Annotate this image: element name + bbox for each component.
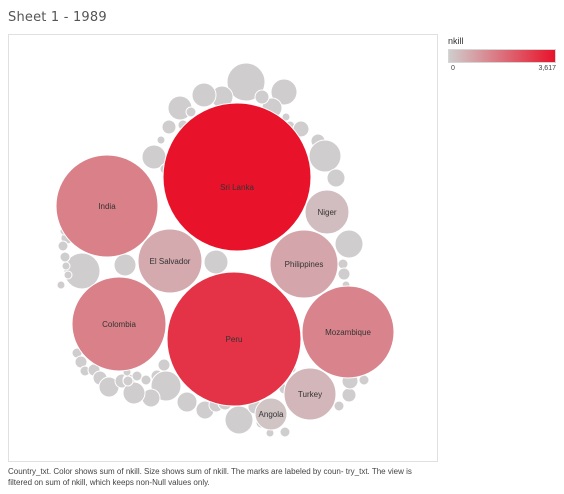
bubble-unlabeled[interactable]	[226, 62, 266, 102]
bubble-label-angola: Angola	[259, 410, 284, 419]
bubble-unlabeled[interactable]	[157, 358, 171, 372]
bubble-mozambique[interactable]	[301, 285, 395, 379]
bubble-unlabeled[interactable]	[57, 240, 69, 252]
bubble-unlabeled[interactable]	[113, 253, 137, 277]
bubble-label-el-salvador: El Salvador	[150, 257, 191, 266]
bubble-peru[interactable]	[166, 271, 302, 407]
color-legend: nkill 0 3,617	[448, 36, 558, 75]
bubble-el-salvador[interactable]	[137, 228, 203, 294]
bubble-unlabeled[interactable]	[326, 168, 346, 188]
bubble-label-mozambique: Mozambique	[325, 328, 371, 337]
bubble-unlabeled[interactable]	[191, 82, 217, 108]
bubble-unlabeled[interactable]	[279, 426, 291, 438]
bubble-unlabeled[interactable]	[341, 387, 357, 403]
chart-caption: Country_txt. Color shows sum of nkill. S…	[8, 467, 412, 487]
bubble-unlabeled[interactable]	[63, 252, 101, 290]
chart-area: Sri Lanka Peru Colombia India Mozambique El S…	[8, 34, 438, 462]
bubble-unlabeled[interactable]	[176, 391, 198, 413]
legend-max-label: 3,617	[538, 65, 556, 72]
sheet-title: Sheet 1 - 1989	[8, 10, 107, 25]
bubble-unlabeled[interactable]	[333, 400, 345, 412]
legend-min-label: 0	[451, 65, 455, 72]
bubble-unlabeled[interactable]	[334, 229, 364, 259]
bubble-label-turkey: Turkey	[298, 390, 322, 399]
bubble-label-peru: Peru	[226, 335, 243, 344]
bubble-label-philippines: Philippines	[285, 260, 324, 269]
bubble-colombia[interactable]	[71, 276, 167, 372]
bubble-unlabeled[interactable]	[122, 381, 146, 405]
bubble-turkey[interactable]	[283, 367, 337, 421]
bubble-philippines[interactable]	[269, 229, 339, 299]
bubble-unlabeled[interactable]	[63, 270, 73, 280]
bubble-india[interactable]	[55, 154, 159, 258]
bubble-unlabeled[interactable]	[59, 251, 71, 263]
bubble-angola[interactable]	[254, 397, 288, 431]
bubble-unlabeled[interactable]	[185, 106, 197, 118]
bubble-label-niger: Niger	[317, 208, 336, 217]
bubble-unlabeled[interactable]	[140, 374, 152, 386]
bubble-unlabeled[interactable]	[61, 261, 71, 271]
legend-gradient-bar	[448, 49, 556, 63]
bubble-unlabeled[interactable]	[337, 258, 349, 270]
bubble-unlabeled[interactable]	[131, 370, 143, 382]
bubble-unlabeled[interactable]	[203, 249, 229, 275]
bubble-unlabeled[interactable]	[270, 78, 298, 106]
bubble-unlabeled[interactable]	[161, 119, 177, 135]
bubble-label-india: India	[98, 202, 116, 211]
bubble-chart: Sri Lanka Peru Colombia India Mozambique El S…	[55, 62, 395, 438]
bubble-unlabeled[interactable]	[337, 267, 351, 281]
bubble-unlabeled[interactable]	[122, 375, 134, 387]
bubble-sri-lanka[interactable]	[162, 102, 312, 252]
bubble-label-sri-lanka: Sri Lanka	[220, 183, 254, 192]
bubble-unlabeled[interactable]	[56, 280, 66, 290]
bubble-label-colombia: Colombia	[102, 320, 136, 329]
legend-title: nkill	[448, 36, 464, 46]
bubble-unlabeled[interactable]	[156, 135, 166, 145]
bubble-niger[interactable]	[304, 189, 350, 235]
bubble-unlabeled[interactable]	[254, 89, 270, 105]
bubble-unlabeled[interactable]	[308, 139, 342, 173]
legend-scale: 0 3,617	[448, 65, 558, 75]
